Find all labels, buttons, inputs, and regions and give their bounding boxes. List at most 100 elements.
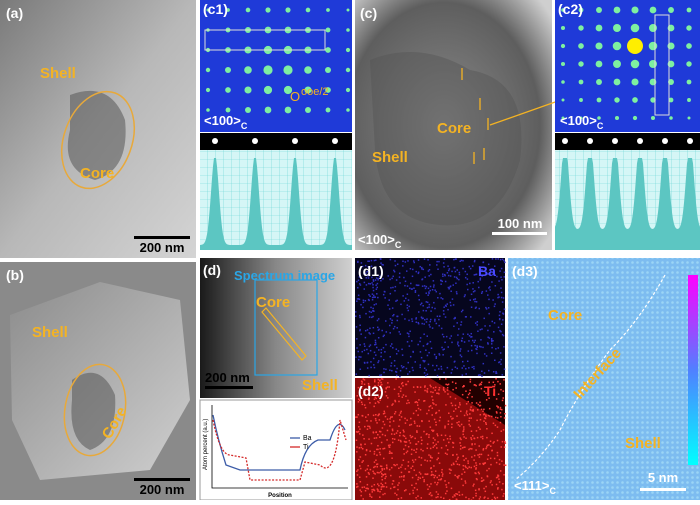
pixel: [413, 287, 415, 289]
pixel: [451, 427, 453, 429]
pixel: [360, 456, 362, 458]
pixel: [420, 304, 422, 306]
spot: [579, 98, 583, 102]
pixel: [474, 274, 476, 276]
pixel: [439, 315, 441, 317]
pixel: [462, 485, 464, 487]
pixel: [504, 413, 506, 415]
pixel: [406, 270, 408, 272]
pixel: [430, 460, 432, 462]
pixel: [389, 444, 391, 446]
pixel: [482, 291, 484, 293]
pixel: [374, 484, 376, 486]
pixel: [483, 479, 485, 481]
pixel: [429, 493, 431, 495]
pixel: [375, 402, 377, 404]
pixel: [454, 276, 456, 278]
pixel: [501, 292, 503, 294]
pixel: [379, 452, 381, 454]
pixel: [383, 347, 385, 349]
pixel: [423, 310, 425, 312]
pixel: [499, 459, 501, 461]
pixel: [408, 461, 410, 463]
pixel: [405, 384, 407, 386]
pixel: [390, 488, 392, 490]
pixel: [377, 297, 379, 299]
pixel: [470, 409, 472, 411]
pixel: [418, 477, 420, 479]
pixel: [397, 430, 399, 432]
pixel: [436, 358, 438, 360]
spot: [285, 107, 292, 114]
pixel: [399, 476, 401, 478]
pixel: [443, 336, 445, 338]
pixel: [359, 422, 361, 424]
pixel: [460, 448, 462, 450]
pixel: [368, 438, 370, 440]
spot: [225, 87, 231, 93]
pixel: [444, 427, 446, 429]
pixel: [370, 312, 372, 314]
pixel: [475, 467, 477, 469]
pixel: [412, 477, 414, 479]
pixel: [389, 425, 391, 427]
pixel: [365, 300, 367, 302]
pixel: [364, 486, 366, 488]
pixel: [390, 318, 392, 320]
pixel: [426, 301, 428, 303]
pixel: [420, 473, 422, 475]
pixel: [374, 453, 376, 455]
pixel: [440, 280, 442, 282]
pixel: [500, 389, 502, 391]
pixel: [392, 315, 394, 317]
pixel: [438, 325, 440, 327]
pixel: [467, 468, 469, 470]
pixel: [405, 261, 407, 263]
pixel: [380, 483, 382, 485]
pixel: [363, 300, 365, 302]
pixel: [439, 387, 441, 389]
pixel: [468, 367, 470, 369]
pixel: [465, 458, 467, 460]
pixel: [416, 448, 418, 450]
pixel: [356, 347, 358, 349]
scale-bar: [492, 232, 547, 235]
pixel: [469, 335, 471, 337]
pixel: [500, 407, 502, 409]
pixel: [427, 259, 429, 261]
pixel: [371, 496, 373, 498]
pixel: [453, 304, 455, 306]
pixel: [474, 466, 476, 468]
spot: [631, 78, 638, 85]
pixel: [433, 430, 435, 432]
pixel: [414, 469, 416, 471]
pixel: [455, 461, 457, 463]
pixel: [381, 442, 383, 444]
pixel: [476, 420, 478, 422]
pixel: [408, 471, 410, 473]
pixel: [430, 286, 432, 288]
pixel: [480, 329, 482, 331]
pixel: [437, 496, 439, 498]
pixel: [386, 439, 388, 441]
pixel: [433, 286, 435, 288]
pixel: [384, 412, 386, 414]
pixel: [387, 386, 389, 388]
pixel: [414, 262, 416, 264]
pixel: [375, 420, 377, 422]
pixel: [479, 374, 481, 376]
pixel: [384, 411, 386, 413]
pixel: [429, 326, 431, 328]
pixel: [364, 404, 366, 406]
pixel: [418, 322, 420, 324]
pixel: [477, 330, 479, 332]
pixel: [405, 396, 407, 398]
pixel: [389, 308, 391, 310]
pixel: [459, 272, 461, 274]
pixel: [448, 287, 450, 289]
pixel: [370, 350, 372, 352]
pixel: [450, 356, 452, 358]
shell-label: Shell: [32, 324, 68, 341]
pixel: [358, 459, 360, 461]
pixel: [443, 387, 445, 389]
